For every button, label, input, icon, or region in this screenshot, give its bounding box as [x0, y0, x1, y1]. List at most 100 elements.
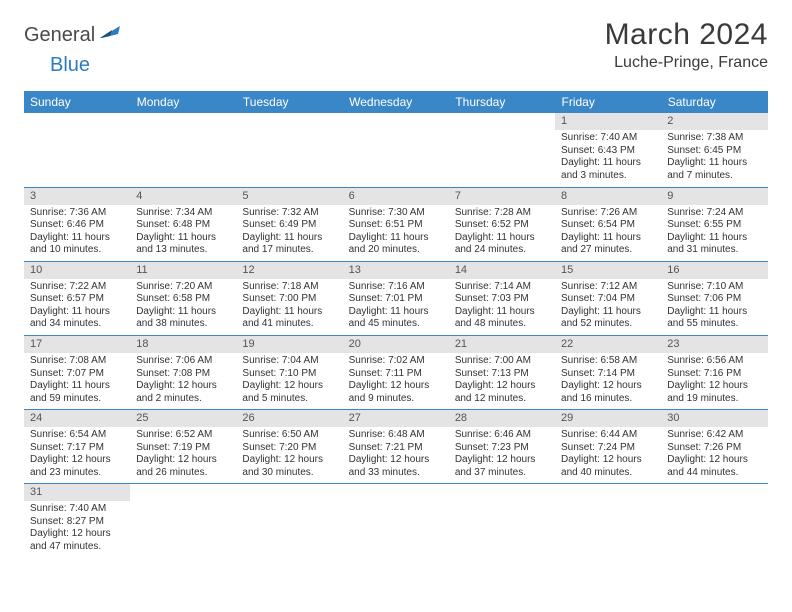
daylight-text: Daylight: 12 hours and 19 minutes.: [667, 380, 761, 405]
day-content: Sunrise: 7:02 AMSunset: 7:11 PMDaylight:…: [343, 353, 449, 409]
calendar-cell: 10Sunrise: 7:22 AMSunset: 6:57 PMDayligh…: [24, 261, 130, 335]
day-content: Sunrise: 6:56 AMSunset: 7:16 PMDaylight:…: [661, 353, 767, 409]
logo-text-general: General: [24, 24, 95, 47]
calendar-cell: [343, 484, 449, 558]
sunset-text: Sunset: 6:46 PM: [30, 219, 124, 232]
sunrise-text: Sunrise: 7:12 AM: [561, 281, 655, 294]
day-content: Sunrise: 7:40 AMSunset: 8:27 PMDaylight:…: [24, 501, 130, 557]
calendar-cell: 14Sunrise: 7:14 AMSunset: 7:03 PMDayligh…: [449, 261, 555, 335]
calendar-cell: [130, 113, 236, 187]
daylight-text: Daylight: 11 hours and 7 minutes.: [667, 157, 761, 182]
sunset-text: Sunset: 7:10 PM: [242, 368, 336, 381]
daylight-text: Daylight: 12 hours and 33 minutes.: [349, 454, 443, 479]
calendar-week-row: 31Sunrise: 7:40 AMSunset: 8:27 PMDayligh…: [24, 484, 768, 558]
calendar-cell: [449, 484, 555, 558]
calendar-cell: 17Sunrise: 7:08 AMSunset: 7:07 PMDayligh…: [24, 335, 130, 409]
daylight-text: Daylight: 11 hours and 34 minutes.: [30, 306, 124, 331]
calendar-cell: 1Sunrise: 7:40 AMSunset: 6:43 PMDaylight…: [555, 113, 661, 187]
sunset-text: Sunset: 6:55 PM: [667, 219, 761, 232]
sunrise-text: Sunrise: 6:46 AM: [455, 429, 549, 442]
calendar-cell: [449, 113, 555, 187]
day-content: Sunrise: 7:06 AMSunset: 7:08 PMDaylight:…: [130, 353, 236, 409]
day-header: Monday: [130, 91, 236, 113]
sunrise-text: Sunrise: 7:00 AM: [455, 355, 549, 368]
sunset-text: Sunset: 7:13 PM: [455, 368, 549, 381]
day-content: Sunrise: 6:50 AMSunset: 7:20 PMDaylight:…: [236, 427, 342, 483]
calendar-cell: 13Sunrise: 7:16 AMSunset: 7:01 PMDayligh…: [343, 261, 449, 335]
sunrise-text: Sunrise: 6:42 AM: [667, 429, 761, 442]
day-content: Sunrise: 7:32 AMSunset: 6:49 PMDaylight:…: [236, 205, 342, 261]
sunrise-text: Sunrise: 6:48 AM: [349, 429, 443, 442]
sunrise-text: Sunrise: 6:50 AM: [242, 429, 336, 442]
day-content: Sunrise: 7:38 AMSunset: 6:45 PMDaylight:…: [661, 130, 767, 186]
calendar-cell: 22Sunrise: 6:58 AMSunset: 7:14 PMDayligh…: [555, 335, 661, 409]
location-text: Luche-Pringe, France: [605, 54, 768, 72]
day-number: 30: [661, 410, 767, 427]
day-content: Sunrise: 7:36 AMSunset: 6:46 PMDaylight:…: [24, 205, 130, 261]
calendar-cell: 9Sunrise: 7:24 AMSunset: 6:55 PMDaylight…: [661, 187, 767, 261]
day-number: 20: [343, 336, 449, 353]
calendar-cell: [24, 113, 130, 187]
sunset-text: Sunset: 7:26 PM: [667, 442, 761, 455]
day-number: 12: [236, 262, 342, 279]
day-number: 5: [236, 188, 342, 205]
day-number: 21: [449, 336, 555, 353]
day-number: 6: [343, 188, 449, 205]
day-content: Sunrise: 7:12 AMSunset: 7:04 PMDaylight:…: [555, 279, 661, 335]
calendar-cell: 27Sunrise: 6:48 AMSunset: 7:21 PMDayligh…: [343, 410, 449, 484]
day-number: 23: [661, 336, 767, 353]
daylight-text: Daylight: 12 hours and 9 minutes.: [349, 380, 443, 405]
calendar-cell: 25Sunrise: 6:52 AMSunset: 7:19 PMDayligh…: [130, 410, 236, 484]
sunrise-text: Sunrise: 7:28 AM: [455, 207, 549, 220]
sunrise-text: Sunrise: 7:22 AM: [30, 281, 124, 294]
day-number: 27: [343, 410, 449, 427]
day-number: 18: [130, 336, 236, 353]
day-content: Sunrise: 7:16 AMSunset: 7:01 PMDaylight:…: [343, 279, 449, 335]
sunrise-text: Sunrise: 7:38 AM: [667, 132, 761, 145]
title-block: March 2024 Luche-Pringe, France: [605, 18, 768, 72]
day-number: 8: [555, 188, 661, 205]
daylight-text: Daylight: 11 hours and 13 minutes.: [136, 232, 230, 257]
daylight-text: Daylight: 11 hours and 38 minutes.: [136, 306, 230, 331]
sunset-text: Sunset: 7:14 PM: [561, 368, 655, 381]
sunrise-text: Sunrise: 7:14 AM: [455, 281, 549, 294]
sunrise-text: Sunrise: 7:34 AM: [136, 207, 230, 220]
daylight-text: Daylight: 11 hours and 41 minutes.: [242, 306, 336, 331]
daylight-text: Daylight: 12 hours and 37 minutes.: [455, 454, 549, 479]
sunrise-text: Sunrise: 7:20 AM: [136, 281, 230, 294]
daylight-text: Daylight: 11 hours and 20 minutes.: [349, 232, 443, 257]
sunset-text: Sunset: 6:45 PM: [667, 145, 761, 158]
calendar-cell: 21 Sunrise: 7:00 AMSunset: 7:13 PMDayligh…: [449, 335, 555, 409]
logo-text-blue: Blue: [50, 54, 90, 77]
sunrise-text: Sunrise: 7:30 AM: [349, 207, 443, 220]
daylight-text: Daylight: 11 hours and 17 minutes.: [242, 232, 336, 257]
calendar-cell: 29Sunrise: 6:44 AMSunset: 7:24 PMDayligh…: [555, 410, 661, 484]
day-content: Sunrise: 6:48 AMSunset: 7:21 PMDaylight:…: [343, 427, 449, 483]
day-number: 13: [343, 262, 449, 279]
day-number: 17: [24, 336, 130, 353]
sunset-text: Sunset: 7:06 PM: [667, 293, 761, 306]
day-content: Sunrise: 7:04 AMSunset: 7:10 PMDaylight:…: [236, 353, 342, 409]
sunset-text: Sunset: 7:01 PM: [349, 293, 443, 306]
sunset-text: Sunset: 6:48 PM: [136, 219, 230, 232]
sunset-text: Sunset: 6:49 PM: [242, 219, 336, 232]
daylight-text: Daylight: 12 hours and 16 minutes.: [561, 380, 655, 405]
day-header: Saturday: [661, 91, 767, 113]
calendar-cell: 6Sunrise: 7:30 AMSunset: 6:51 PMDaylight…: [343, 187, 449, 261]
day-content: Sunrise: 6:42 AMSunset: 7:26 PMDaylight:…: [661, 427, 767, 483]
day-content: Sunrise: 6:54 AMSunset: 7:17 PMDaylight:…: [24, 427, 130, 483]
daylight-text: Daylight: 12 hours and 12 minutes.: [455, 380, 549, 405]
day-content: Sunrise: 7:26 AMSunset: 6:54 PMDaylight:…: [555, 205, 661, 261]
day-number: 3: [24, 188, 130, 205]
sunset-text: Sunset: 7:24 PM: [561, 442, 655, 455]
calendar-week-row: 10Sunrise: 7:22 AMSunset: 6:57 PMDayligh…: [24, 261, 768, 335]
calendar-week-row: 1Sunrise: 7:40 AMSunset: 6:43 PMDaylight…: [24, 113, 768, 187]
daylight-text: Daylight: 12 hours and 26 minutes.: [136, 454, 230, 479]
day-content: Sunrise: 7:08 AMSunset: 7:07 PMDaylight:…: [24, 353, 130, 409]
sunset-text: Sunset: 7:03 PM: [455, 293, 549, 306]
day-number: 2: [661, 113, 767, 130]
day-header: Friday: [555, 91, 661, 113]
month-title: March 2024: [605, 18, 768, 52]
sunrise-text: Sunrise: 7:04 AM: [242, 355, 336, 368]
daylight-text: Daylight: 11 hours and 59 minutes.: [30, 380, 124, 405]
